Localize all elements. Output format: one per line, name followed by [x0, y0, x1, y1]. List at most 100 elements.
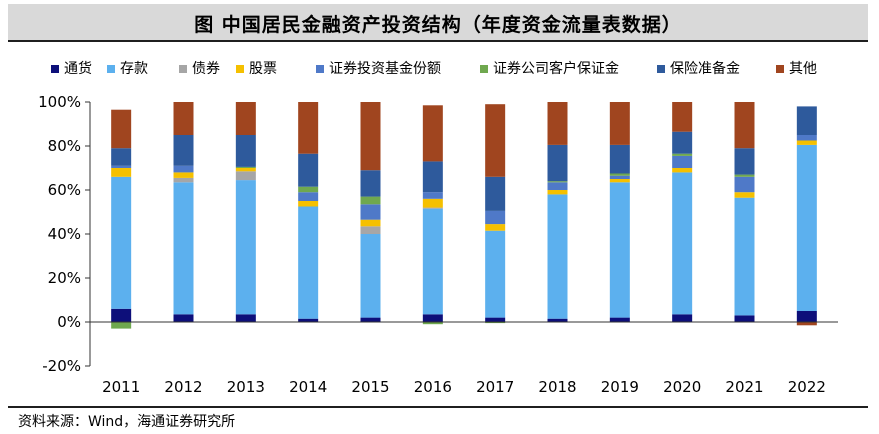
bar-2020-7	[672, 102, 693, 132]
bar-2017-3	[485, 224, 506, 231]
bar-2015-4	[360, 204, 381, 220]
bar-2018-4	[547, 182, 568, 190]
x-tick-label-9: 2020	[663, 378, 701, 396]
bar-2012-0	[173, 314, 194, 322]
bar-2019-5	[609, 173, 630, 176]
bar-2019-6	[609, 144, 630, 174]
bar-2013-3	[235, 168, 256, 172]
bar-2015-6	[360, 170, 381, 197]
title-bar: 图 中国居民金融资产投资结构（年度资金流量表数据）	[8, 4, 868, 42]
y-tick-label-6: 100%	[38, 93, 81, 111]
bar-2016-1	[422, 208, 443, 315]
x-tick-label-2: 2013	[227, 378, 265, 396]
y-tick-label-1: 0%	[57, 313, 81, 331]
bar-2012-4	[173, 165, 194, 173]
bar-2014-7	[298, 102, 319, 154]
bar-2016-5	[422, 322, 443, 325]
legend-label-0: 通货	[64, 60, 92, 77]
legend-swatch-0	[51, 65, 59, 73]
x-tick-label-11: 2022	[788, 378, 826, 396]
x-tick-label-8: 2019	[601, 378, 639, 396]
bar-2020-4	[672, 155, 693, 168]
bar-2017-4	[485, 210, 506, 225]
footer: 资料来源：Wind，海通证券研究所	[8, 406, 868, 434]
bar-2018-1	[547, 194, 568, 319]
bar-2021-5	[734, 174, 755, 177]
bar-2014-4	[298, 192, 319, 201]
bar-2014-6	[298, 153, 319, 187]
bar-2019-1	[609, 182, 630, 318]
bar-2018-7	[547, 102, 568, 145]
x-tick-label-3: 2014	[289, 378, 327, 396]
bar-2013-0	[235, 314, 256, 322]
bar-2019-0	[609, 317, 630, 322]
bar-2016-6	[422, 161, 443, 193]
bar-2020-5	[672, 153, 693, 156]
bar-2015-3	[360, 219, 381, 227]
y-tick-label-3: 40%	[48, 225, 81, 243]
source-note: 资料来源：Wind，海通证券研究所	[18, 414, 236, 430]
bar-2021-3	[734, 192, 755, 198]
x-tick-label-1: 2012	[164, 378, 202, 396]
bar-2017-0	[485, 317, 506, 322]
bar-2011-5	[111, 322, 132, 329]
bar-2011-0	[111, 308, 132, 322]
y-tick-label-5: 80%	[48, 137, 81, 155]
legend-label-1: 存款	[120, 61, 148, 77]
bar-2015-1	[360, 234, 381, 318]
legend-label-3: 股票	[249, 61, 277, 77]
bar-2011-3	[111, 168, 132, 177]
bar-2011-4	[111, 165, 132, 168]
bar-2011-7	[111, 109, 132, 149]
bar-2017-1	[485, 230, 506, 318]
bar-2012-1	[173, 182, 194, 315]
x-tick-label-7: 2018	[538, 378, 576, 396]
x-tick-label-0: 2011	[102, 378, 140, 396]
bar-2011-1	[111, 176, 132, 309]
bar-2012-7	[173, 102, 194, 135]
legend-swatch-2	[179, 65, 187, 73]
bar-2012-6	[173, 135, 194, 166]
bar-2018-6	[547, 144, 568, 182]
legend-swatch-1	[107, 65, 115, 73]
bar-2012-3	[173, 172, 194, 178]
legend-swatch-6	[657, 65, 665, 73]
bar-2016-0	[422, 314, 443, 322]
legend-label-7: 其他	[789, 61, 817, 77]
bar-2021-6	[734, 148, 755, 175]
bar-2022-1	[796, 144, 817, 311]
bar-2013-1	[235, 180, 256, 315]
x-tick-label-4: 2015	[351, 378, 389, 396]
bar-2022-3	[796, 140, 817, 145]
bar-2022-4	[796, 135, 817, 141]
x-tick-label-5: 2016	[414, 378, 452, 396]
bar-2013-7	[235, 102, 256, 135]
legend-label-4: 证券投资基金份额	[329, 60, 441, 77]
bar-2017-5	[485, 322, 506, 324]
bar-2020-3	[672, 168, 693, 173]
bar-2018-3	[547, 190, 568, 195]
bar-2015-7	[360, 102, 381, 171]
y-tick-label-4: 60%	[48, 181, 81, 199]
bar-2015-2	[360, 226, 381, 234]
bar-2016-4	[422, 192, 443, 199]
bar-2022-0	[796, 311, 817, 322]
chart-title: 图 中国居民金融资产投资结构（年度资金流量表数据）	[194, 14, 682, 36]
bar-2021-0	[734, 315, 755, 322]
bar-2016-7	[422, 105, 443, 162]
bar-2017-6	[485, 176, 506, 211]
bar-2013-5	[235, 166, 256, 168]
y-tick-label-2: 20%	[48, 269, 81, 287]
bar-2013-2	[235, 171, 256, 181]
legend-swatch-4	[316, 65, 324, 73]
legend-swatch-5	[480, 65, 488, 73]
bar-2019-3	[609, 179, 630, 183]
bar-2018-0	[547, 318, 568, 322]
bar-2021-4	[734, 176, 755, 193]
x-tick-label-10: 2021	[725, 378, 763, 396]
bar-2018-5	[547, 181, 568, 183]
bar-2019-7	[609, 102, 630, 145]
bar-2012-2	[173, 177, 194, 183]
bar-2014-0	[298, 318, 319, 322]
